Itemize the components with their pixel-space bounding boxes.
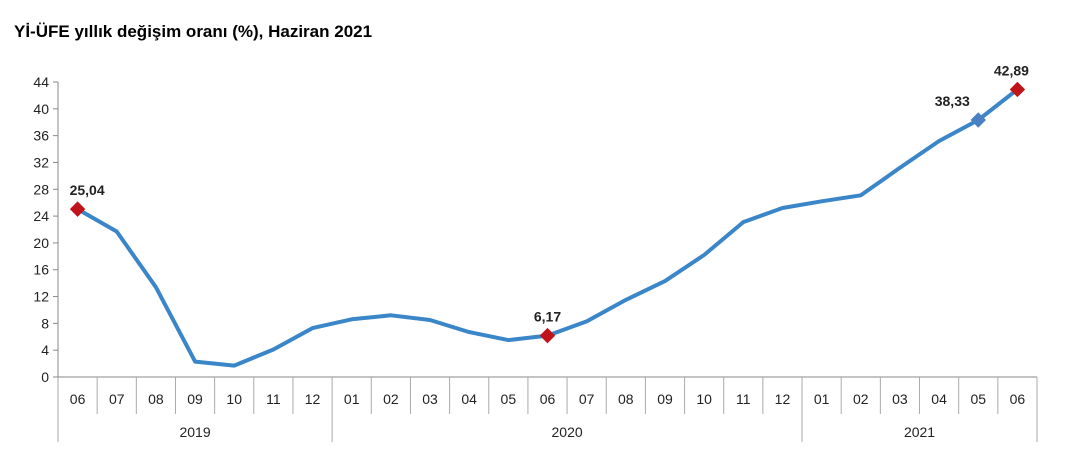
x-tick-label: 06 bbox=[540, 391, 556, 407]
x-tick-label: 03 bbox=[422, 391, 438, 407]
x-tick-label: 11 bbox=[266, 391, 281, 407]
year-group-label: 2019 bbox=[179, 424, 210, 440]
y-tick-label: 36 bbox=[33, 128, 49, 144]
data-label: 6,17 bbox=[534, 309, 561, 325]
y-tick-label: 8 bbox=[41, 315, 49, 331]
data-label: 25,04 bbox=[70, 182, 105, 198]
y-tick-label: 44 bbox=[33, 74, 49, 90]
data-label: 38,33 bbox=[935, 93, 970, 109]
data-point-marker bbox=[69, 201, 86, 217]
x-tick-label: 06 bbox=[70, 391, 86, 407]
x-tick-label: 08 bbox=[618, 391, 634, 407]
x-tick-label: 07 bbox=[579, 391, 595, 407]
x-tick-label: 01 bbox=[814, 391, 830, 407]
x-tick-label: 11 bbox=[736, 391, 751, 407]
x-tick-label: 07 bbox=[109, 391, 125, 407]
x-tick-label: 08 bbox=[148, 391, 164, 407]
x-tick-label: 02 bbox=[853, 391, 869, 407]
y-tick-label: 0 bbox=[41, 369, 49, 385]
x-tick-label: 09 bbox=[187, 391, 203, 407]
y-tick-label: 24 bbox=[33, 208, 49, 224]
year-group-label: 2020 bbox=[552, 424, 583, 440]
x-tick-label: 05 bbox=[501, 391, 517, 407]
x-tick-label: 10 bbox=[696, 391, 712, 407]
data-point-marker bbox=[970, 112, 986, 128]
y-tick-label: 12 bbox=[33, 289, 49, 305]
y-tick-label: 20 bbox=[33, 235, 49, 251]
year-group-label: 2021 bbox=[904, 424, 935, 440]
x-tick-label: 03 bbox=[892, 391, 908, 407]
x-tick-label: 10 bbox=[226, 391, 242, 407]
x-tick-label: 12 bbox=[775, 391, 791, 407]
x-tick-label: 04 bbox=[461, 391, 477, 407]
x-tick-label: 12 bbox=[305, 391, 321, 407]
y-tick-label: 40 bbox=[33, 101, 49, 117]
x-tick-label: 01 bbox=[344, 391, 360, 407]
x-tick-label: 05 bbox=[970, 391, 986, 407]
x-tick-label: 06 bbox=[1010, 391, 1026, 407]
x-tick-label: 02 bbox=[383, 391, 399, 407]
y-tick-label: 28 bbox=[33, 181, 49, 197]
x-tick-label: 04 bbox=[931, 391, 947, 407]
x-tick-label: 09 bbox=[657, 391, 673, 407]
data-label: 42,89 bbox=[994, 62, 1029, 78]
chart-title: Yİ-ÜFE yıllık değişim oranı (%), Haziran… bbox=[14, 22, 373, 41]
y-tick-label: 16 bbox=[33, 262, 49, 278]
data-point-marker bbox=[539, 327, 556, 344]
data-point-marker bbox=[1009, 81, 1026, 98]
y-tick-label: 4 bbox=[41, 342, 49, 358]
y-tick-label: 32 bbox=[33, 154, 49, 170]
